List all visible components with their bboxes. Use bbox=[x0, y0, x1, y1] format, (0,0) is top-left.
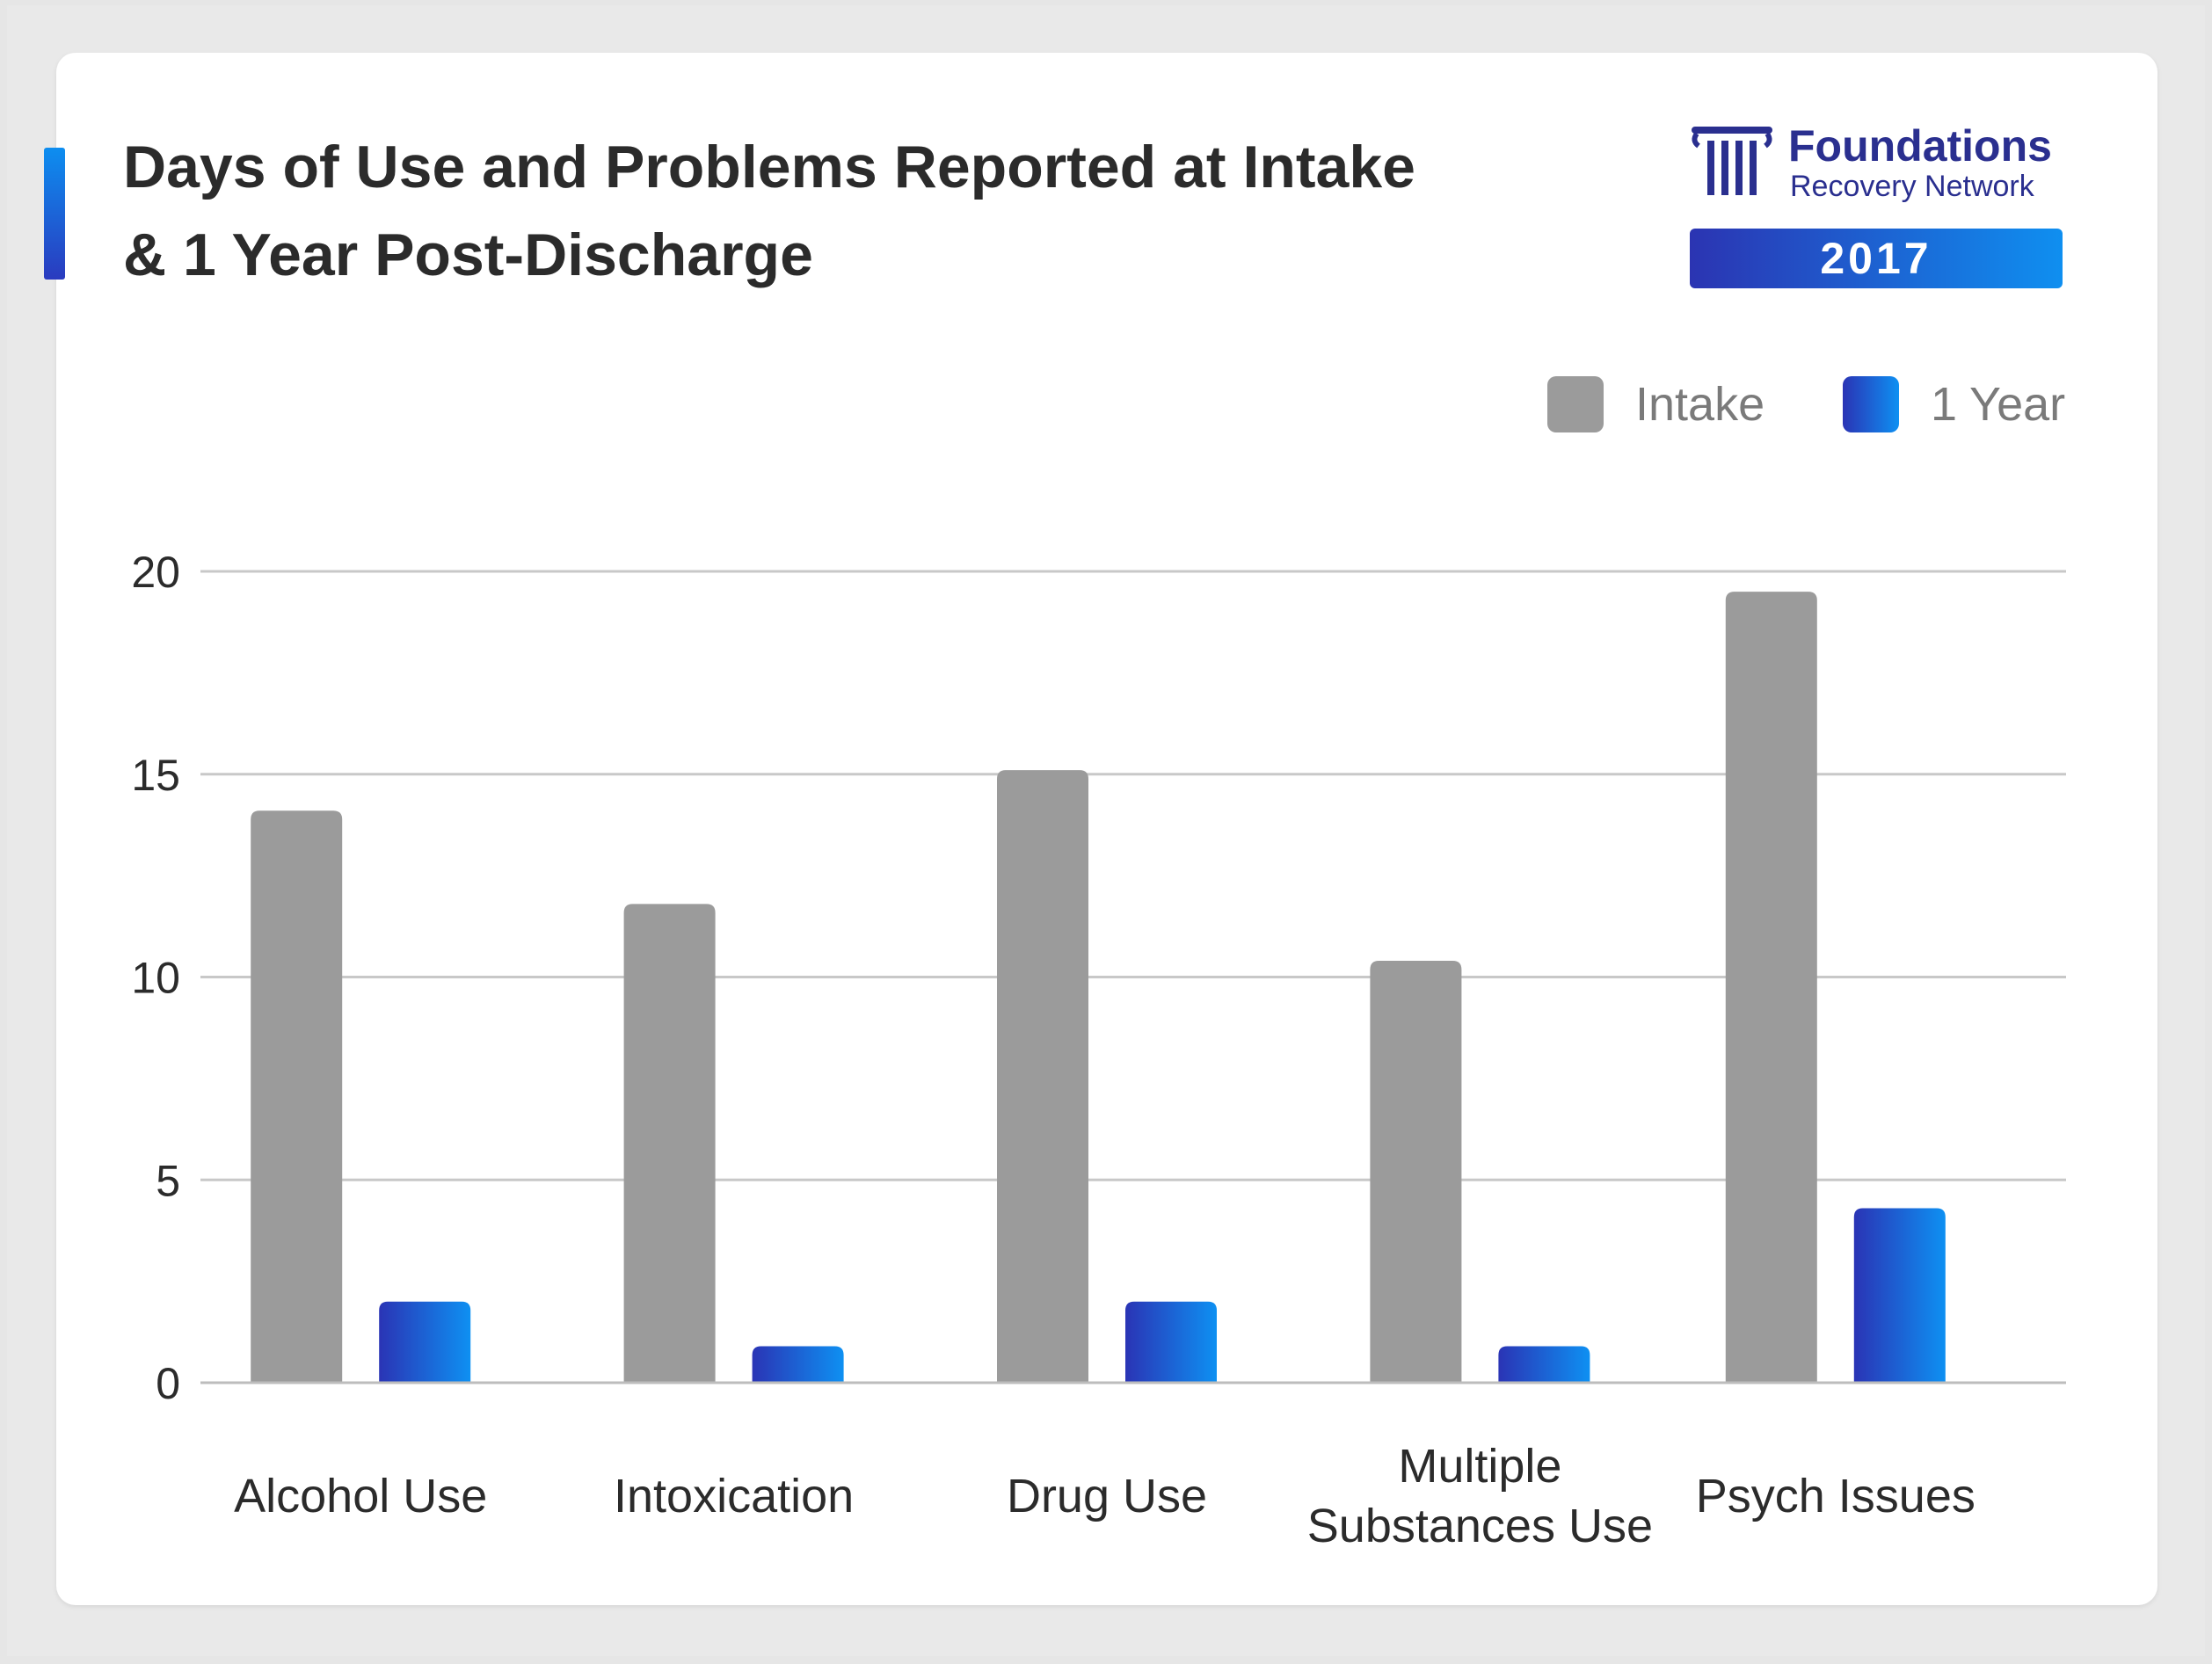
x-tick-label-0: Alcohol Use bbox=[234, 1470, 487, 1522]
legend-swatch-one-year bbox=[1843, 376, 1899, 432]
x-tick-label-4: Psych Issues bbox=[1696, 1470, 1976, 1522]
y-tick-label-15: 15 bbox=[131, 751, 180, 800]
bar-intake-3 bbox=[1370, 961, 1462, 1383]
bar-one-year-0 bbox=[379, 1301, 471, 1383]
legend-label-one-year: 1 Year bbox=[1931, 378, 2066, 431]
x-tick-label-3-1: Substances Use bbox=[1307, 1500, 1653, 1552]
bar-intake-2 bbox=[997, 770, 1088, 1383]
y-tick-label-5: 5 bbox=[156, 1156, 180, 1205]
x-tick-label-1: Intoxication bbox=[614, 1470, 854, 1522]
brand-logo: Foundations Recovery Network 2017 bbox=[1688, 120, 2075, 295]
bar-one-year-1 bbox=[752, 1346, 844, 1383]
bar-intake-1 bbox=[623, 904, 716, 1383]
title-accent-bar bbox=[44, 148, 65, 280]
column-pillar-icon bbox=[1692, 127, 1772, 195]
legend-label-intake: Intake bbox=[1635, 378, 1765, 431]
year-badge: 2017 bbox=[1690, 229, 2063, 288]
x-tick-label-2: Drug Use bbox=[1007, 1470, 1207, 1522]
y-tick-label-0: 0 bbox=[156, 1359, 180, 1408]
bar-intake-0 bbox=[251, 810, 343, 1383]
chart-title-line-2: & 1 Year Post-Discharge bbox=[123, 222, 813, 288]
brand-subtitle: Recovery Network bbox=[1790, 170, 2034, 203]
bar-one-year-4 bbox=[1853, 1208, 1946, 1383]
y-tick-label-10: 10 bbox=[131, 954, 180, 1003]
legend-swatch-intake bbox=[1547, 376, 1604, 432]
chart-title-line-1: Days of Use and Problems Reported at Int… bbox=[123, 134, 1415, 200]
x-tick-label-3-0: Multiple bbox=[1398, 1440, 1561, 1493]
y-tick-label-20: 20 bbox=[131, 548, 180, 597]
bar-intake-4 bbox=[1725, 592, 1817, 1383]
bar-one-year-2 bbox=[1125, 1301, 1217, 1383]
chart-title: Days of Use and Problems Reported at Int… bbox=[123, 123, 1530, 299]
brand-name: Foundations bbox=[1788, 121, 2052, 171]
bar-one-year-3 bbox=[1498, 1346, 1590, 1383]
